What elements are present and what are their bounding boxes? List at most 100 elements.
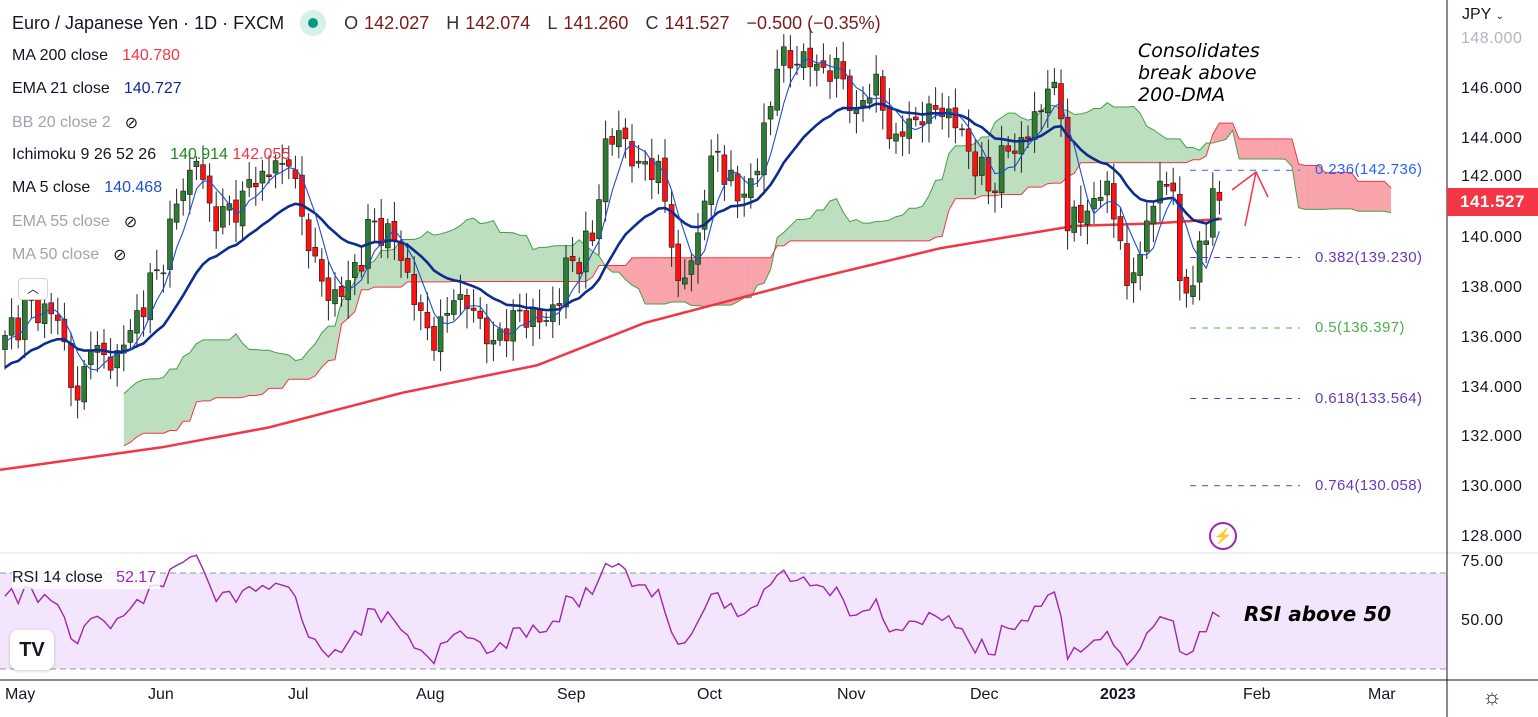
candle-up xyxy=(1203,240,1209,245)
ichimoku-cloud-segment xyxy=(176,356,184,431)
candle-down xyxy=(668,204,675,248)
candle-down xyxy=(285,159,292,167)
ichimoku-cloud-segment xyxy=(414,237,421,282)
eye-hidden-icon[interactable]: ⊘ xyxy=(123,214,138,231)
candle-down xyxy=(477,310,484,319)
legend-ichimoku[interactable]: Ichimoku 9 26 52 26 140.914 142.055 xyxy=(12,146,290,164)
candle-up xyxy=(332,289,338,305)
ichimoku-cloud-segment xyxy=(618,265,626,280)
ichimoku-cloud-segment xyxy=(810,209,817,241)
legend-ema55[interactable]: EMA 55 close ⊘ xyxy=(12,212,138,232)
legend-rsi[interactable]: RSI 14 close 52.17 xyxy=(12,569,161,589)
candle-down xyxy=(609,136,616,145)
candle-up xyxy=(1071,206,1077,233)
candle-up xyxy=(998,145,1005,194)
candle-up xyxy=(767,106,774,120)
legend-bb20[interactable]: BB 20 close 2 ⊘ xyxy=(12,113,139,133)
eye-hidden-icon[interactable]: ⊘ xyxy=(124,115,139,132)
annotation-line: Consolidates xyxy=(1138,40,1260,62)
legend-value: 140.727 xyxy=(123,80,182,97)
ichimoku-cloud-segment xyxy=(420,231,428,282)
eye-hidden-icon[interactable]: ⊘ xyxy=(113,247,127,264)
ohlc-values: O 142.027 H 142.074 L 141.260 C 141.527 −0.5… xyxy=(344,13,887,34)
ichimoku-cloud-segment xyxy=(533,247,540,282)
candle-down xyxy=(629,141,635,167)
symbol-title[interactable]: Euro / Japanese Yen · 1D · FXCM xyxy=(12,12,285,33)
ichimoku-cloud-segment xyxy=(915,206,923,241)
ichimoku-cloud-segment xyxy=(764,257,771,284)
candle-down xyxy=(675,243,682,281)
price-tick-label: 134.000 xyxy=(1461,378,1523,396)
candle-up xyxy=(239,190,246,227)
ichimoku-cloud-segment xyxy=(123,387,131,446)
candle-up xyxy=(490,340,497,345)
ichimoku-cloud-segment xyxy=(1245,138,1253,159)
ichimoku-cloud-segment xyxy=(1041,105,1048,188)
ichimoku-cloud-segment xyxy=(1351,172,1358,212)
candle-up xyxy=(220,206,226,228)
ichimoku-cloud-segment xyxy=(1087,108,1094,163)
red-arrow-annotation xyxy=(1231,170,1269,227)
ichimoku-cloud-segment xyxy=(1292,138,1299,208)
candle-up xyxy=(582,230,589,273)
candle-up xyxy=(530,308,536,327)
ichimoku-cloud-segment xyxy=(262,350,269,395)
candle-up xyxy=(81,366,87,403)
tradingview-logo[interactable]: TV xyxy=(10,630,54,670)
candle-up xyxy=(516,309,523,312)
candle-down xyxy=(622,127,629,140)
ichimoku-cloud-segment xyxy=(137,379,144,437)
price-tick-label: 148.000 xyxy=(1461,30,1523,47)
price-tick-label: 146.000 xyxy=(1461,80,1523,97)
candle-up xyxy=(450,300,457,315)
candle-down xyxy=(1163,184,1170,187)
time-tick-label: Nov xyxy=(837,686,866,703)
candle-up xyxy=(635,160,642,164)
candle-down xyxy=(1117,216,1124,242)
ichimoku-cloud-segment xyxy=(1377,181,1385,212)
rsi-annotation: RSI above 50 xyxy=(1244,602,1392,626)
ichimoku-cloud-segment xyxy=(295,359,302,380)
candle-up xyxy=(860,100,866,107)
ichimoku-cloud-segment xyxy=(1120,106,1127,163)
price-tick-label: 138.000 xyxy=(1461,279,1523,297)
currency-dropdown[interactable]: JPY ⌄ xyxy=(1462,6,1504,26)
candle-down xyxy=(952,107,959,129)
legend-ma5[interactable]: MA 5 close 140.468 xyxy=(12,179,163,197)
candle-up xyxy=(226,203,233,211)
legend-ma50[interactable]: MA 50 close ⊘ xyxy=(12,245,127,265)
candle-up xyxy=(1144,220,1150,252)
ichimoku-cloud-segment xyxy=(546,246,553,282)
ichimoku-cloud-segment xyxy=(612,265,619,273)
ichimoku-cloud-segment xyxy=(1054,105,1061,184)
ichimoku-cloud-segment xyxy=(1358,181,1365,212)
candle-down xyxy=(299,174,305,217)
candle-up xyxy=(160,272,167,275)
ichimoku-cloud-segment xyxy=(308,343,316,380)
ichimoku-cloud-segment xyxy=(440,232,448,282)
legend-ema21[interactable]: EMA 21 close 140.727 xyxy=(12,80,182,98)
candle-down xyxy=(101,342,107,356)
ichimoku-cloud-segment xyxy=(1107,102,1114,163)
time-tick-label: May xyxy=(5,686,36,703)
settings-gear-icon[interactable]: ☼ xyxy=(1482,684,1503,709)
candle-down xyxy=(1078,204,1084,223)
fib-level-label: 0.236(142.736) xyxy=(1315,161,1423,179)
ichimoku-cloud-segment xyxy=(1173,138,1180,163)
candle-up xyxy=(2,335,8,350)
time-tick-label: Dec xyxy=(970,686,999,703)
time-tick-label: Mar xyxy=(1368,686,1396,703)
candle-up xyxy=(187,169,193,195)
collapse-legend-button[interactable]: ︿ xyxy=(18,278,48,300)
price-tick-label: 144.000 xyxy=(1461,129,1523,147)
candle-up xyxy=(853,108,860,114)
ichimoku-cloud-segment xyxy=(1331,172,1339,209)
price-tick-label: 132.000 xyxy=(1461,428,1523,446)
ma200-line xyxy=(0,217,1223,472)
lightning-icon[interactable]: ⚡ xyxy=(1209,522,1237,550)
candle-down xyxy=(417,302,424,311)
ichimoku-cloud-segment xyxy=(196,339,203,403)
legend-ma200[interactable]: MA 200 close 140.780 xyxy=(12,47,180,65)
currency-label: JPY xyxy=(1462,6,1492,23)
